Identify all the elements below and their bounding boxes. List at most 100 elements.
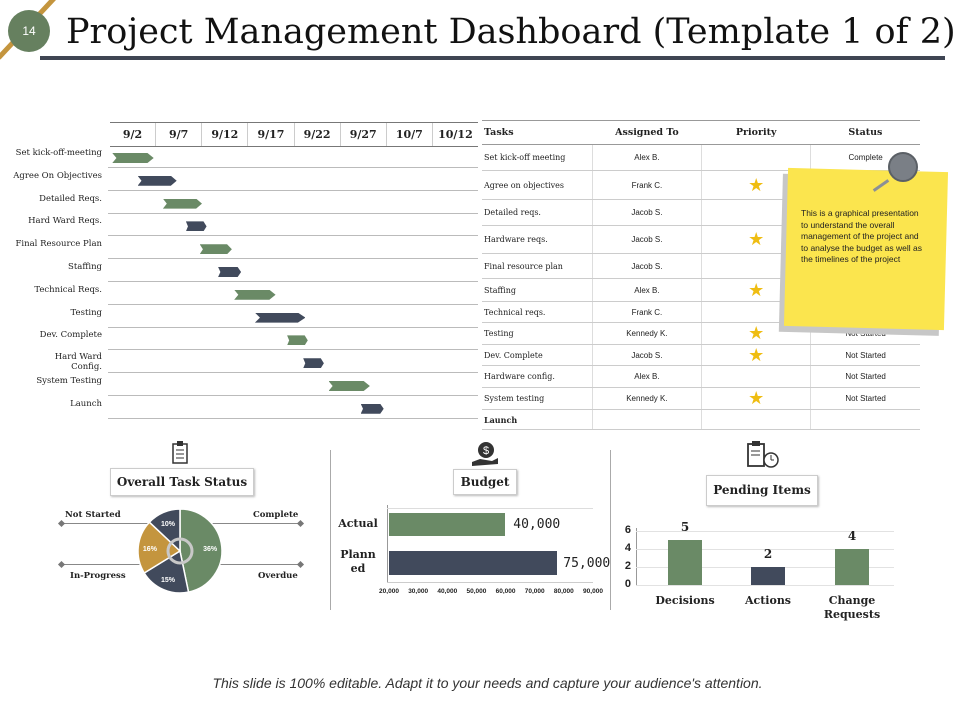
pending-value-label: 2 xyxy=(763,547,773,561)
priority-star-icon: ★ xyxy=(748,344,765,365)
gantt-row xyxy=(108,305,478,328)
pending-bar xyxy=(751,567,785,585)
legend-complete: Complete xyxy=(253,510,299,520)
budget-value-planned: 75,000 xyxy=(563,556,611,571)
budget-label-planned: Plann ed xyxy=(340,548,376,575)
gantt-row xyxy=(108,213,478,237)
pending-gridline xyxy=(636,531,894,532)
gantt-date: 9/27 xyxy=(341,123,387,146)
pie-value-label: 16% xyxy=(143,546,158,553)
priority-star-icon: ★ xyxy=(748,174,765,195)
pie-value-label: 36% xyxy=(203,546,218,553)
task-cell: Dev. Complete xyxy=(482,344,593,366)
task-cell: Final resource plan xyxy=(482,253,593,279)
gantt-date: 9/12 xyxy=(202,123,249,146)
task-cell: Set kick-off meeting xyxy=(482,144,593,171)
gantt-row xyxy=(108,168,478,191)
money-hand-icon: $ xyxy=(472,442,498,466)
gantt-date: 9/17 xyxy=(248,123,295,146)
gantt-row xyxy=(108,396,478,419)
title-divider xyxy=(40,56,945,60)
clipboard-clock-icon xyxy=(747,441,779,468)
budget-tick-label: 40,000 xyxy=(437,588,458,595)
pending-y-tick: 0 xyxy=(624,578,631,590)
task-cell: Hardware config. xyxy=(482,365,593,388)
task-cell: Detailed reqs. xyxy=(482,199,593,226)
status-cell xyxy=(810,409,920,430)
pending-gridline xyxy=(636,549,894,550)
task-cell: Staffing xyxy=(482,278,593,302)
budget-tick-label: 20,000 xyxy=(379,588,399,595)
gantt-task-label: Set kick-off-meeting xyxy=(15,148,102,158)
pending-value-label: 5 xyxy=(680,520,690,534)
pending-value-label: 4 xyxy=(847,529,857,543)
gantt-task-label: System Testing xyxy=(36,376,102,386)
task-cell: Testing xyxy=(482,322,593,345)
priority-star-icon: ★ xyxy=(748,323,765,343)
table-row: Launch xyxy=(482,409,920,430)
gantt-bar xyxy=(287,335,308,346)
page-title: Project Management Dashboard (Template 1… xyxy=(66,12,956,52)
leader-dot xyxy=(296,519,305,528)
budget-tick-label: 70,000 xyxy=(524,588,545,595)
assigned-cell: Alex B. xyxy=(592,278,703,302)
gantt-row xyxy=(108,327,478,351)
clipboard-checklist-icon xyxy=(172,441,188,464)
gantt-date: 10/7 xyxy=(387,123,433,146)
budget-tick-label: 90,000 xyxy=(583,588,603,595)
legend-not-started: Not Started xyxy=(65,510,121,520)
gantt-task-label: Testing xyxy=(70,307,102,318)
leader-line xyxy=(62,523,162,524)
leader-line xyxy=(205,564,300,565)
budget-tick-label: 30,000 xyxy=(408,588,429,595)
budget-label-actual: Actual xyxy=(338,517,378,530)
pending-bar xyxy=(668,540,702,585)
budget-gridline xyxy=(387,508,593,509)
budget-tick-label: 80,000 xyxy=(553,588,574,595)
budget-title: Budget xyxy=(453,469,517,495)
panel-separator xyxy=(330,450,331,610)
gantt-bar xyxy=(185,221,207,232)
priority-star-icon: ★ xyxy=(748,388,765,408)
assigned-cell: Alex B. xyxy=(592,144,703,171)
gantt-row xyxy=(108,282,478,305)
pending-gridline xyxy=(636,585,894,586)
pushpin-icon xyxy=(888,152,918,182)
budget-axis xyxy=(387,505,388,583)
gantt-task-label: Hard Ward Reqs. xyxy=(28,216,102,227)
legend-overdue: Overdue xyxy=(258,571,298,581)
gantt-bar xyxy=(303,358,324,369)
assigned-cell: Frank C. xyxy=(592,170,703,200)
pending-category-label: Actions xyxy=(744,594,792,607)
budget-tick-label: 60,000 xyxy=(495,588,516,595)
assigned-cell: Jacob S. xyxy=(592,253,703,279)
budget-bar-planned xyxy=(389,551,558,575)
pie-value-label: 15% xyxy=(161,577,176,584)
gantt-bar xyxy=(218,267,242,277)
budget-gridline xyxy=(387,582,593,583)
priority-cell xyxy=(701,409,812,430)
pending-category-label: Change Requests xyxy=(823,594,881,621)
gantt-row xyxy=(108,191,478,214)
legend-in-progress: In-Progress xyxy=(70,571,126,581)
svg-text:$: $ xyxy=(483,445,489,457)
priority-cell: ★ xyxy=(701,322,812,345)
col-header-assigned: Assigned To xyxy=(592,120,702,145)
gantt-task-label: Detailed Reqs. xyxy=(39,193,102,204)
status-cell: Not Started xyxy=(810,344,920,366)
pending-y-tick: 6 xyxy=(624,524,631,536)
leader-line xyxy=(62,564,162,565)
gantt-row xyxy=(108,145,478,168)
gantt-date: 9/7 xyxy=(156,123,203,146)
pending-category-label: Decisions xyxy=(655,594,715,607)
table-row: Dev. Complete Jacob S. ★ Not Started xyxy=(482,344,920,366)
task-cell: Hardware reqs. xyxy=(482,225,593,254)
table-row: Set kick-off meeting Alex B. Complete xyxy=(482,144,920,171)
gantt-task-label: Staffing xyxy=(68,262,102,272)
col-header-priority: Priority xyxy=(701,120,811,145)
budget-tick-label: 50,000 xyxy=(466,588,487,595)
assigned-cell: Kennedy K. xyxy=(592,322,703,345)
priority-star-icon: ★ xyxy=(748,279,765,300)
gantt-date-header: 9/2 9/7 9/12 9/17 9/22 9/27 10/7 10/12 xyxy=(110,122,478,147)
priority-cell xyxy=(701,144,812,171)
